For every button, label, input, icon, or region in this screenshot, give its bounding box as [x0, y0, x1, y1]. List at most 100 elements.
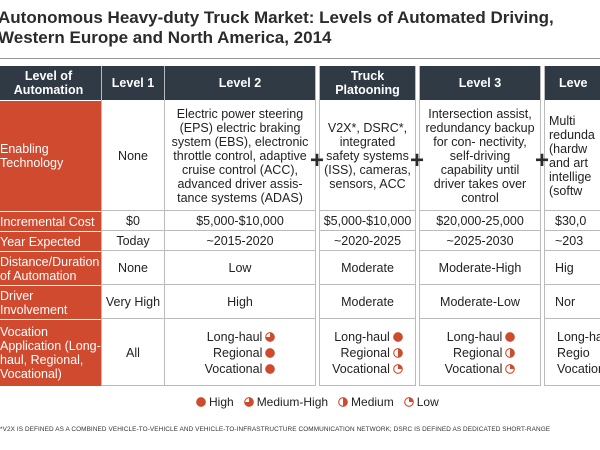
high-indicator-icon	[265, 347, 276, 358]
vocation-item: Vocation	[557, 362, 600, 376]
legend-item-high: High	[196, 395, 234, 409]
driver-level-3: Moderate-Low	[420, 286, 540, 319]
title-rule	[0, 58, 600, 59]
year-level-1: Today	[102, 232, 164, 251]
vocation-level-4: Long-ha Regio Vocation	[545, 320, 600, 386]
vocation-name: Long-haul	[334, 329, 390, 344]
vocation-item: Long-haul	[334, 330, 403, 344]
title-line-1: Autonomous Heavy-duty Truck Market: Leve…	[0, 8, 554, 27]
plus-sign-icon: +	[309, 147, 324, 174]
medium-indicator-icon	[338, 397, 348, 407]
high-indicator-icon	[392, 331, 403, 342]
vocation-item: Long-haul	[207, 330, 276, 344]
vocation-name: Vocational	[332, 361, 390, 376]
cost-automation-level: Incremental Cost	[0, 212, 101, 231]
header-level-2: Level 2	[165, 66, 315, 100]
driver-level-2: High	[165, 286, 315, 319]
vocation-item: Regional	[213, 345, 276, 360]
vocation-level-2: Long-haul Regional Vocational	[165, 320, 315, 386]
legend-item-medium-high: Medium-High	[243, 395, 329, 409]
plus-sign-icon: +	[409, 147, 424, 174]
plus-sign-icon: +	[534, 147, 549, 174]
distance-level-1: None	[102, 252, 164, 285]
year-truck-platooning: ~2020-2025	[320, 232, 415, 251]
high-indicator-icon	[505, 331, 516, 342]
column-divider	[164, 66, 165, 386]
vocation-item: Vocational	[445, 362, 516, 376]
vocation-automation-level: Vocation Application (Long-haul, Regiona…	[0, 320, 101, 386]
enabling-truck-platooning: V2X*, DSRC*, integrated safety systems (…	[320, 101, 415, 211]
vocation-item: Long-ha	[557, 330, 600, 344]
page-title: Autonomous Heavy-duty Truck Market: Leve…	[0, 8, 598, 48]
vocation-name: Regional	[340, 345, 390, 360]
medium-indicator-icon	[505, 347, 516, 358]
low-indicator-icon	[403, 397, 414, 407]
distance-truck-platooning: Moderate	[320, 252, 415, 285]
cost-level-4: $30,0	[545, 212, 600, 231]
low-indicator-icon	[392, 363, 403, 374]
driver-automation-level: Driver Involvement	[0, 286, 101, 319]
vocation-item: Regio	[557, 346, 590, 360]
medium-indicator-icon	[392, 347, 403, 358]
vocation-name: Regional	[453, 345, 503, 360]
enabling-level-2: Electric power steering (EPS) electric b…	[165, 101, 315, 211]
vocation-list: Long-haul Regional Vocational	[445, 330, 516, 376]
year-level-2: ~2015-2020	[165, 232, 315, 251]
driver-level-1: Very High	[102, 286, 164, 319]
vocation-name: Regional	[213, 345, 263, 360]
enabling-automation-level: Enabling Technology	[0, 101, 101, 211]
vocation-item: Vocational	[332, 362, 403, 376]
distance-level-4: Hig	[545, 252, 600, 285]
title-line-2: Western Europe and North America, 2014	[0, 28, 332, 47]
vocation-name: Vocational	[444, 361, 503, 376]
cost-level-3: $20,000-25,000	[420, 212, 540, 231]
header-truck-platooning: Truck Platooning	[320, 66, 415, 100]
legend-label: High	[209, 395, 234, 409]
driver-truck-platooning: Moderate	[320, 286, 415, 319]
column-divider	[540, 66, 545, 386]
cost-level-2: $5,000-$10,000	[165, 212, 315, 231]
vocation-name: Long-ha	[557, 329, 600, 344]
vocation-name: Long-haul	[206, 329, 263, 344]
column-divider	[415, 66, 420, 386]
vocation-name: Vocational	[204, 361, 263, 376]
cost-level-1: $0	[102, 212, 164, 231]
legend-label: Medium	[351, 395, 394, 409]
cost-truck-platooning: $5,000-$10,000	[320, 212, 415, 231]
year-level-4: ~203	[545, 232, 600, 251]
vocation-item: Regional	[453, 345, 516, 360]
footnote: *V2X IS DEFINED AS A COMBINED VEHICLE-TO…	[0, 426, 551, 433]
vocation-truck-platooning: Long-haul Regional Vocational	[320, 320, 415, 386]
vocation-list: Long-haul Regional Vocational	[332, 330, 403, 376]
vocation-item: Long-haul	[447, 330, 516, 344]
medium-high-indicator-icon	[243, 397, 254, 407]
year-automation-level: Year Expected	[0, 232, 101, 251]
driver-level-4: Nor	[545, 286, 600, 319]
legend-item-low: Low	[403, 395, 439, 409]
vocation-name: Vocation	[557, 361, 600, 376]
legend-label: Medium-High	[256, 395, 329, 409]
header-level-4: Leve	[545, 66, 600, 100]
high-indicator-icon	[265, 363, 276, 374]
header-automation-level: Level of Automation	[0, 66, 101, 100]
vocation-level-3: Long-haul Regional Vocational	[420, 320, 540, 386]
header-level-1: Level 1	[102, 66, 164, 100]
distance-level-2: Low	[165, 252, 315, 285]
distance-level-3: Moderate-High	[420, 252, 540, 285]
medium-high-indicator-icon	[265, 331, 276, 342]
low-indicator-icon	[505, 363, 516, 374]
enabling-level-3: Intersection assist, redundancy backup f…	[420, 101, 540, 211]
vocation-name: Long-haul	[446, 329, 503, 344]
enabling-level-4: Multi redunda (hardw and art intellige (…	[545, 101, 600, 211]
legend: High Medium-High Medium Low	[196, 395, 439, 409]
legend-label: Low	[416, 395, 439, 409]
enabling-level-1: None	[102, 101, 164, 211]
vocation-item: Vocational	[205, 362, 276, 376]
header-level-3: Level 3	[420, 66, 540, 100]
vocation-level-1: All	[102, 320, 164, 386]
distance-automation-level: Distance/Duration of Automation	[0, 252, 101, 285]
vocation-list: Long-haul Regional Vocational	[205, 330, 276, 376]
vocation-list: Long-ha Regio Vocation	[557, 330, 600, 376]
high-indicator-icon	[196, 397, 206, 407]
year-level-3: ~2025-2030	[420, 232, 540, 251]
